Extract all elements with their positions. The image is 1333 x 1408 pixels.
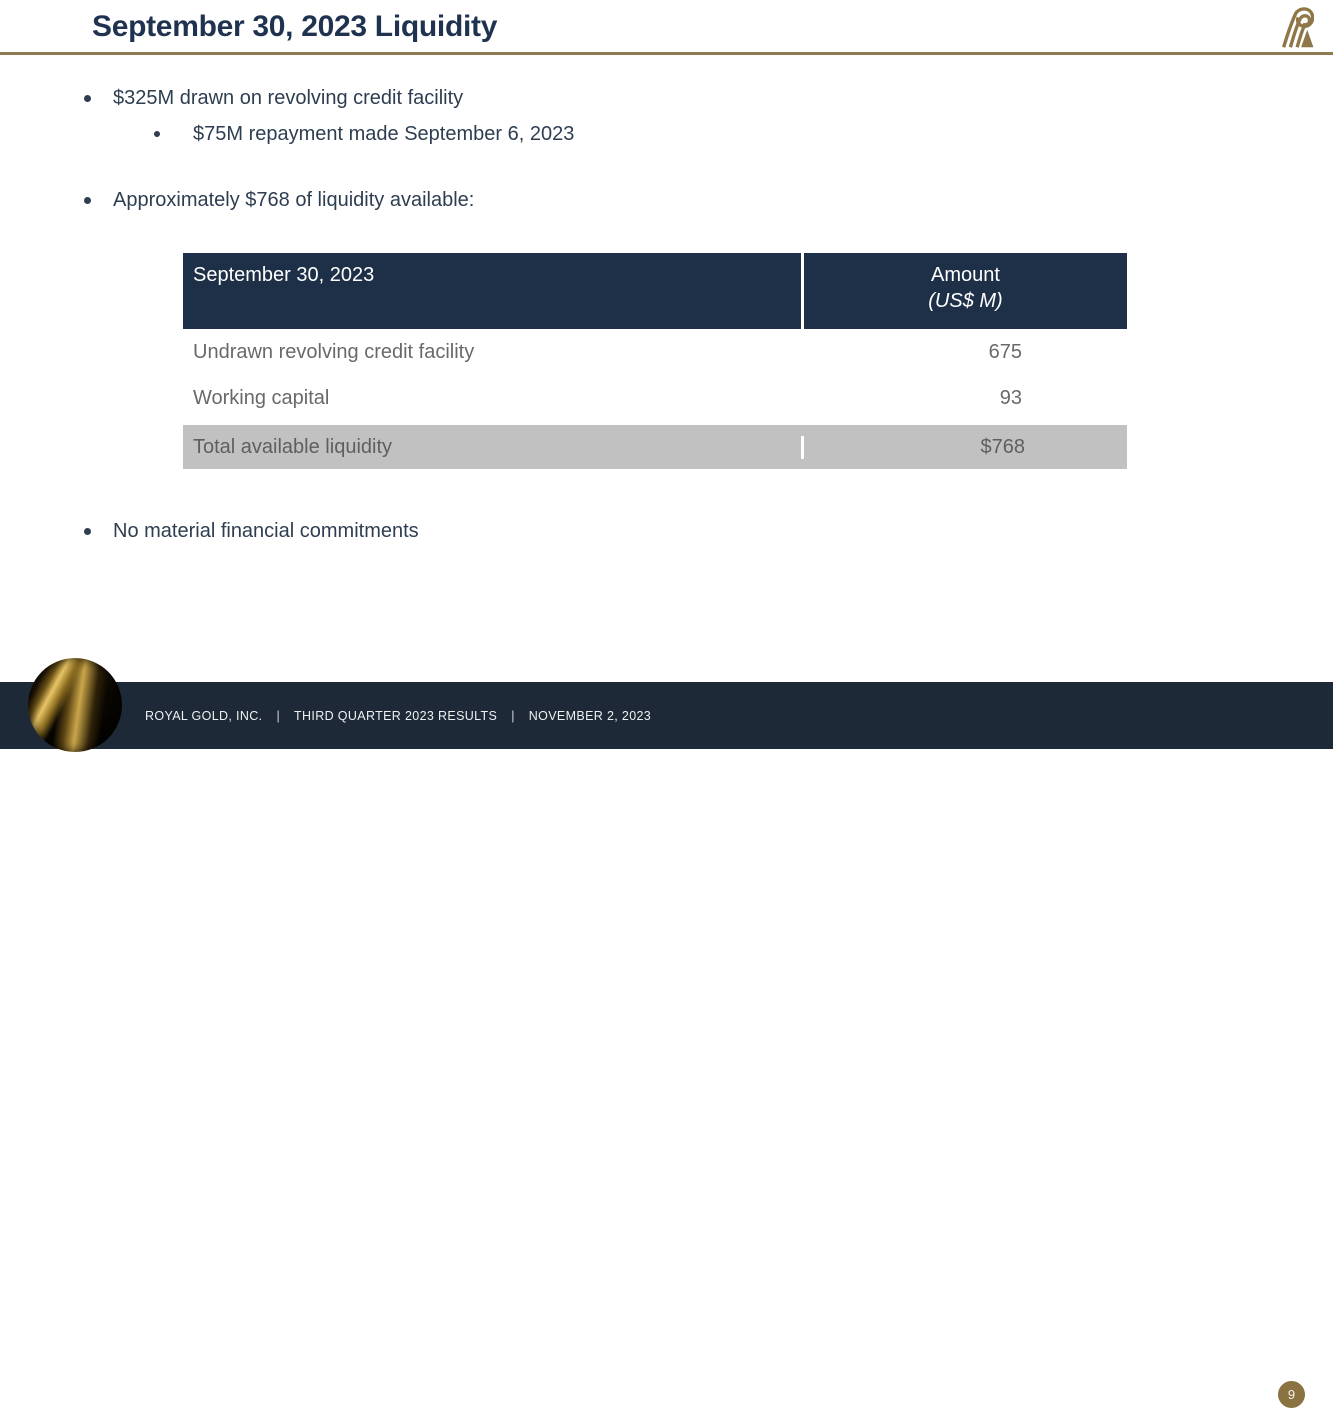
bullet-repayment: $75M repayment made September 6, 2023 — [193, 123, 575, 145]
footer-separator: | — [511, 708, 515, 723]
total-row-label: Total available liquidity — [193, 435, 393, 458]
amount-units-label: (US$ M) — [928, 290, 1003, 312]
gold-bars-photo — [28, 658, 122, 752]
slide: { "slide": { "title": "September 30, 202… — [0, 6, 1333, 1408]
footer-date: NOVEMBER 2, 2023 — [528, 708, 652, 723]
title-divider-rule — [0, 52, 1333, 55]
page-number-badge: 9 — [1278, 1381, 1305, 1408]
liquidity-table: September 30, 2023 Amount (US$ M) Undraw… — [183, 253, 1127, 469]
sub-bullet-dot-icon — [154, 131, 160, 137]
table-header-date: September 30, 2023 — [193, 264, 375, 286]
footer-presentation: THIRD QUARTER 2023 RESULTS — [294, 708, 498, 723]
row-value: 93 — [999, 386, 1022, 409]
bullet-dot-icon — [84, 528, 91, 535]
total-row-value: $768 — [801, 435, 1127, 459]
bullet-no-commitments: No material financial commitments — [113, 520, 419, 542]
amount-label: Amount — [931, 264, 1000, 286]
table-header-amount: Amount (US$ M) — [801, 253, 1127, 329]
page-number: 9 — [1287, 1387, 1296, 1402]
footer-bar: ROYAL GOLD, INC. | THIRD QUARTER 2023 RE… — [0, 682, 1333, 1408]
row-value: 675 — [988, 340, 1022, 363]
footer-separator: | — [276, 708, 281, 723]
row-label: Working capital — [193, 386, 330, 409]
bullet-drawn-credit: $325M drawn on revolving credit facility — [113, 87, 464, 109]
footer-text: ROYAL GOLD, INC. | THIRD QUARTER 2023 RE… — [145, 682, 651, 749]
table-row: Working capital 93 — [183, 375, 1127, 421]
bullet-dot-icon — [84, 95, 91, 102]
table-header-row: September 30, 2023 Amount (US$ M) — [183, 253, 1127, 329]
bullet-liquidity-available: Approximately $768 of liquidity availabl… — [113, 189, 475, 211]
royal-gold-logo-icon — [1278, 6, 1315, 48]
page-title: September 30, 2023 Liquidity — [92, 10, 498, 43]
footer-company: ROYAL GOLD, INC. — [145, 708, 263, 723]
table-row: Undrawn revolving credit facility 675 — [183, 329, 1127, 375]
row-label: Undrawn revolving credit facility — [193, 340, 475, 363]
bullet-dot-icon — [84, 197, 91, 204]
table-total-row: Total available liquidity $768 — [183, 425, 1127, 469]
